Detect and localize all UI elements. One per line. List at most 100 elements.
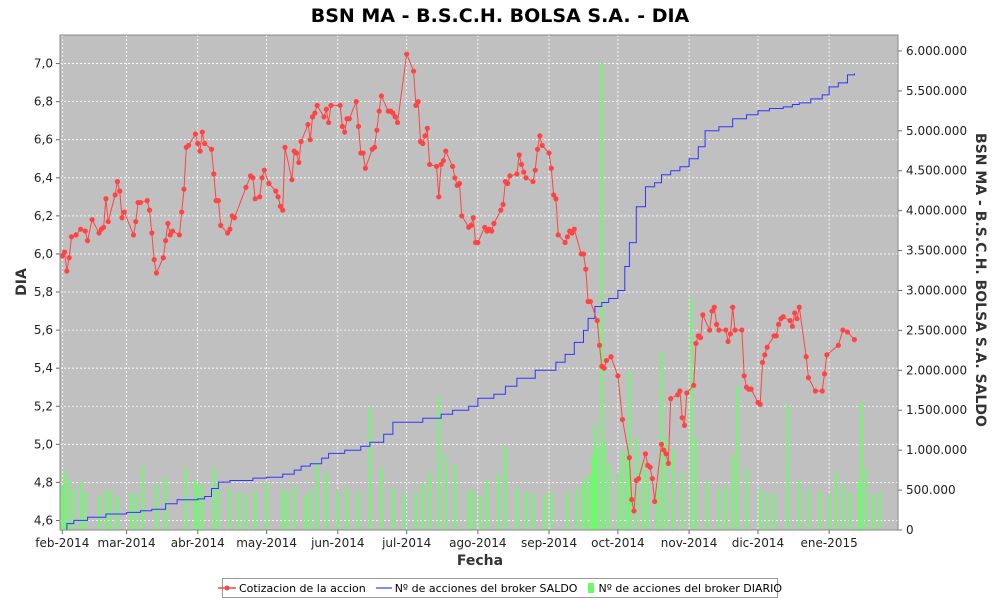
price-point: [697, 335, 704, 341]
saldo-line: [62, 73, 855, 531]
price-point: [693, 340, 699, 347]
diario-bar: [304, 495, 307, 530]
price-point: [165, 220, 171, 227]
diario-bar: [773, 494, 776, 530]
diario-bar: [582, 483, 585, 530]
price-point: [711, 304, 717, 310]
diario-bar: [690, 298, 693, 530]
price-point: [759, 359, 766, 366]
price-point: [181, 186, 187, 192]
price-point: [649, 475, 655, 482]
price-point: [663, 451, 669, 457]
price-point: [66, 255, 72, 261]
price-point: [498, 207, 504, 213]
y-tick-label-right: 1.500.000: [906, 403, 967, 417]
price-point: [443, 148, 449, 154]
diario-bar: [616, 472, 619, 530]
price-point: [227, 226, 233, 232]
price-point: [144, 198, 150, 204]
y-tick-label-right: 4.500.000: [906, 164, 967, 178]
diario-bar: [472, 490, 475, 530]
price-point: [794, 316, 800, 322]
price-point: [259, 175, 265, 181]
price-point: [96, 230, 102, 236]
price-point: [312, 110, 318, 116]
price-point: [596, 342, 603, 348]
price-point: [507, 173, 513, 179]
price-point: [160, 255, 166, 261]
price-point: [580, 251, 587, 257]
diario-bar: [316, 461, 319, 530]
price-point: [112, 192, 118, 198]
price-point: [792, 310, 798, 316]
price-point: [594, 317, 600, 324]
diario-bar: [860, 402, 863, 530]
diario-bar: [265, 482, 268, 530]
diario-bar: [626, 453, 629, 530]
price-point: [360, 150, 366, 156]
price-point: [137, 199, 143, 206]
price-point: [78, 226, 84, 232]
diario-bar: [525, 490, 528, 530]
diario-bar: [717, 489, 720, 530]
price-point: [218, 222, 224, 228]
y-tick-label-left: 6,4: [34, 171, 53, 185]
diario-bar: [786, 404, 789, 530]
price-point: [764, 344, 770, 350]
legend-label-price: Cotizacion de la accion: [238, 581, 366, 595]
price-point: [569, 230, 575, 236]
diario-bar: [336, 490, 339, 530]
y-tick-label-left: 5,0: [34, 437, 53, 451]
diario-bar: [63, 470, 66, 530]
price-point: [362, 165, 368, 171]
price-point: [700, 312, 706, 318]
price-point: [821, 371, 828, 377]
x-tick-label: may-2014: [236, 536, 297, 550]
diario-bar: [589, 474, 592, 530]
price-point: [84, 238, 91, 244]
price-point: [261, 167, 267, 173]
diario-bar: [155, 484, 158, 530]
price-point: [619, 416, 626, 423]
price-point: [652, 498, 658, 505]
price-point: [679, 415, 685, 421]
price-point: [273, 188, 279, 194]
price-point: [844, 329, 851, 335]
price-point: [551, 192, 557, 198]
y-tick-label-left: 5,6: [34, 323, 53, 337]
price-point: [521, 169, 527, 175]
price-point: [277, 203, 284, 209]
price-point: [275, 194, 281, 200]
diario-bar: [828, 494, 831, 530]
price-point: [803, 354, 809, 360]
legend-item-price: Cotizacion de la accion: [217, 581, 366, 595]
price-point: [355, 123, 362, 129]
price-point: [674, 392, 681, 398]
price-point: [121, 209, 127, 215]
price-point: [307, 137, 313, 143]
diario-bar: [403, 492, 406, 530]
price-point: [787, 317, 793, 324]
diario-bar: [575, 488, 578, 530]
price-point: [534, 146, 541, 152]
price-point: [601, 365, 607, 371]
diario-bar: [79, 482, 82, 530]
diario-bar: [807, 489, 810, 530]
diario-bar: [141, 466, 144, 530]
price-point: [684, 390, 690, 396]
price-point: [133, 218, 139, 225]
price-point: [505, 180, 511, 187]
price-point: [280, 207, 286, 213]
price-point: [661, 447, 667, 453]
price-point: [491, 220, 497, 227]
diario-bar: [414, 491, 417, 530]
price-point: [773, 333, 779, 339]
price-point: [532, 167, 538, 173]
diario-bar: [681, 471, 684, 530]
diario-bar: [254, 490, 257, 530]
price-point: [665, 460, 672, 466]
diario-bar: [68, 478, 71, 530]
price-point: [101, 224, 107, 230]
price-point: [169, 228, 176, 234]
